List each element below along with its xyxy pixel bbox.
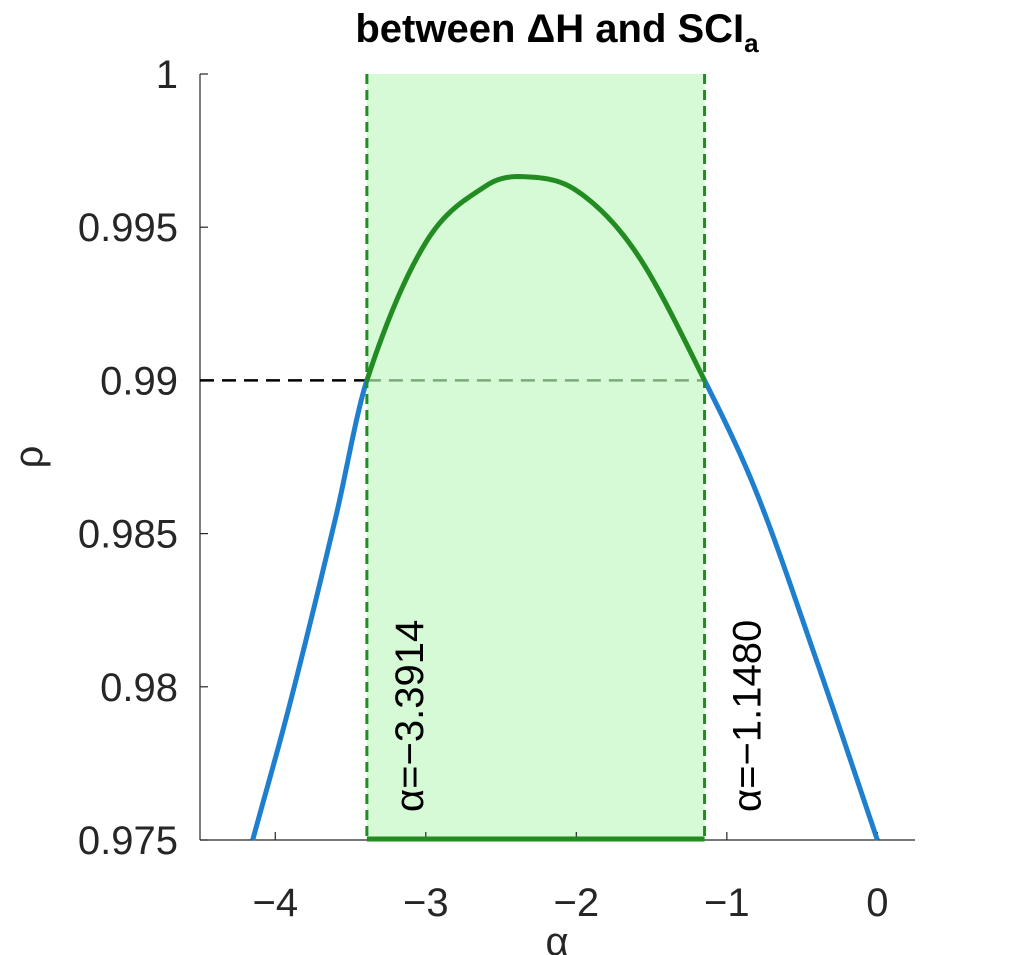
x-tick-label-2: −2 xyxy=(554,881,600,925)
y-tick-label-3: 0.99 xyxy=(100,359,178,403)
tick-labels: 0.975 0.98 0.985 0.99 0.995 1 −4 −3 −2 −1 0 xyxy=(78,53,889,925)
series-curve-right xyxy=(702,379,880,841)
x-tick-label-0: −4 xyxy=(252,881,298,925)
x-tick-label-1: −3 xyxy=(403,881,449,925)
y-tick-label-2: 0.985 xyxy=(78,513,178,557)
y-tick-label-5: 1 xyxy=(156,53,178,97)
series-curve-left xyxy=(250,379,370,841)
annotation-1: α=−1.1480 xyxy=(726,620,770,812)
y-tick-label-0: 0.975 xyxy=(78,819,178,863)
annotation-0: α=−3.3914 xyxy=(388,620,432,812)
chart-title: between ΔH and SCIa xyxy=(355,7,759,58)
interval-shade xyxy=(366,74,705,840)
x-tick-label-3: −1 xyxy=(704,881,750,925)
y-tick-label-1: 0.98 xyxy=(100,666,178,710)
chart-title-subscript: a xyxy=(744,28,759,58)
x-tick-label-4: 0 xyxy=(866,881,888,925)
y-axis-label: ρ xyxy=(7,446,51,469)
y-tick-label-4: 0.995 xyxy=(78,206,178,250)
series-curve-inside xyxy=(364,174,707,382)
x-axis-label: α xyxy=(545,920,568,955)
annotations: α=−3.3914 α=−1.1480 xyxy=(388,620,770,812)
chart-title-main: between ΔH and SCI xyxy=(355,7,744,51)
